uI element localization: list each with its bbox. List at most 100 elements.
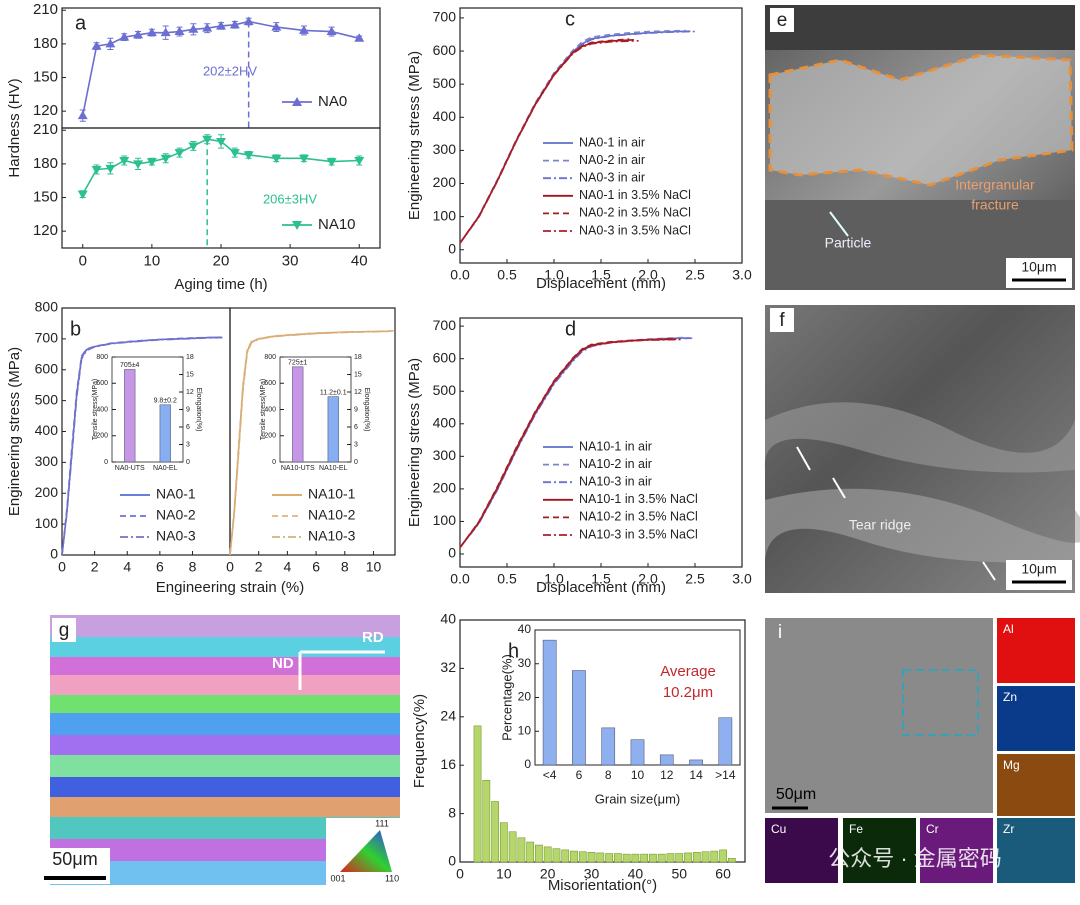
x-tick-label: 20 (213, 252, 230, 269)
bar (124, 369, 136, 463)
histogram-bar (605, 853, 613, 863)
y-axis-label: Engineering stress (MPa) (406, 51, 423, 220)
element-label: Cr (926, 822, 939, 836)
x-tick-label: 40 (628, 865, 644, 881)
y-axis-label: Percentage(%) (499, 654, 514, 741)
element-label: Al (1003, 622, 1014, 636)
y-tick-label: 0 (524, 757, 531, 771)
marker (146, 158, 157, 167)
y-tick-label: 8 (448, 804, 456, 820)
x-tick-label: 10 (366, 558, 382, 574)
y-tick-label: 40 (518, 622, 532, 636)
marker (354, 157, 365, 166)
y-tick-label: 0 (104, 459, 108, 466)
marker (326, 26, 337, 36)
marker (105, 164, 116, 174)
legend-label: NA10-2 (308, 507, 356, 523)
triangle-label: 111 (375, 818, 389, 828)
element-label: Zr (1003, 822, 1014, 836)
panel-label: g (59, 620, 70, 641)
axes-frame (111, 356, 184, 463)
y-tick-label: 600 (35, 360, 59, 376)
y-tick-label: 30 (518, 656, 532, 670)
x-tick-label: 4 (283, 558, 291, 574)
x-tick-label: NA10-EL (319, 465, 348, 472)
histogram-bar (631, 853, 640, 863)
y-tick-label: 500 (35, 391, 59, 407)
x-tick-label: 1.0 (544, 266, 564, 282)
y2-tick-label: 0 (186, 459, 190, 466)
y-tick-label: 600 (96, 380, 108, 387)
triangle-label: 110 (385, 873, 399, 883)
y-tick-label: 200 (433, 480, 457, 496)
x-tick-label: 12 (660, 768, 674, 782)
histogram-bar (543, 846, 552, 863)
marker (119, 157, 130, 166)
y-tick-label: 180 (33, 35, 58, 52)
y-tick-label: 300 (433, 447, 457, 463)
x-axis-label: Grain size(μm) (595, 791, 681, 806)
axis-label: ND (272, 655, 294, 672)
x-tick-label: 8 (189, 558, 197, 574)
marker (216, 20, 226, 30)
y-tick-label: 40 (440, 611, 456, 627)
histogram-bar (649, 853, 657, 863)
y-tick-label: 150 (33, 69, 58, 86)
histogram-bar (517, 837, 526, 863)
marker (174, 26, 185, 36)
series-line (459, 338, 681, 548)
x-tick-label: 2 (255, 558, 263, 574)
legend-label: NA0 (318, 93, 347, 110)
panel-label: i (778, 622, 782, 643)
histogram-bar (508, 831, 517, 863)
y-tick-label: 300 (433, 141, 457, 157)
eds-map-i: i 50μm Al Zn Mg Cu Fe Cr Zr 公众号 · 金属密码 (765, 618, 1075, 883)
y-tick-label: 10 (518, 723, 532, 737)
histogram-bar (535, 844, 543, 863)
y-tick-label: 200 (35, 484, 59, 500)
legend-label: NA0-1 in 3.5% NaCl (579, 188, 691, 202)
x-tick-label: NA10-UTS (281, 465, 315, 472)
value-label: 705±4 (120, 362, 140, 369)
x-tick-label: 10 (144, 252, 161, 269)
y-tick-label: 200 (264, 433, 276, 440)
axes-frame (279, 356, 352, 463)
x-tick-label: 1.5 (591, 570, 611, 586)
y-tick-label: 300 (35, 453, 59, 469)
y-tick-label: 500 (433, 382, 457, 398)
x-tick-label: 0 (58, 558, 66, 574)
x-tick-label: 6 (156, 558, 164, 574)
legend-label: NA10-1 in 3.5% NaCl (579, 492, 698, 506)
panel-label: h (508, 640, 519, 662)
scale-bar-label: 10μm (1021, 259, 1056, 275)
y-tick-label: 150 (33, 189, 58, 206)
y-tick-label: 500 (433, 75, 457, 91)
y2-tick-label: 9 (354, 406, 358, 413)
y-tick-label: 0 (448, 853, 456, 869)
legend-label: NA0-2 in 3.5% NaCl (579, 206, 691, 220)
y-axis-label: Hardness (HV) (6, 78, 23, 177)
scale-bar-label: 10μm (1021, 561, 1056, 577)
histogram-bar (675, 853, 684, 863)
marker (298, 154, 309, 164)
y-tick-label: 600 (433, 349, 457, 365)
x-tick-label: 6 (576, 768, 583, 782)
legend-label: NA0-2 (156, 507, 196, 523)
x-tick-label: 0 (456, 865, 464, 881)
y-tick-label: 400 (264, 406, 276, 413)
annotation: Tear ridge (849, 517, 911, 533)
y-tick-label: 800 (264, 354, 276, 361)
x-axis-label: Misorientation(°) (548, 877, 657, 894)
y-axis-label: Engineering stress (MPa) (406, 358, 423, 527)
value-label: 9.8±0.2 (154, 397, 177, 404)
element-label: Zn (1003, 690, 1017, 704)
x-tick-label: 4 (123, 558, 131, 574)
y2-tick-label: 18 (186, 354, 194, 361)
y-tick-label: 400 (433, 414, 457, 430)
annotation: Intergranular (955, 177, 1035, 193)
histogram-bar (570, 850, 578, 863)
marker (188, 24, 199, 33)
legend-label: NA10 (318, 216, 356, 233)
annotation: 206±3HV (263, 191, 317, 206)
